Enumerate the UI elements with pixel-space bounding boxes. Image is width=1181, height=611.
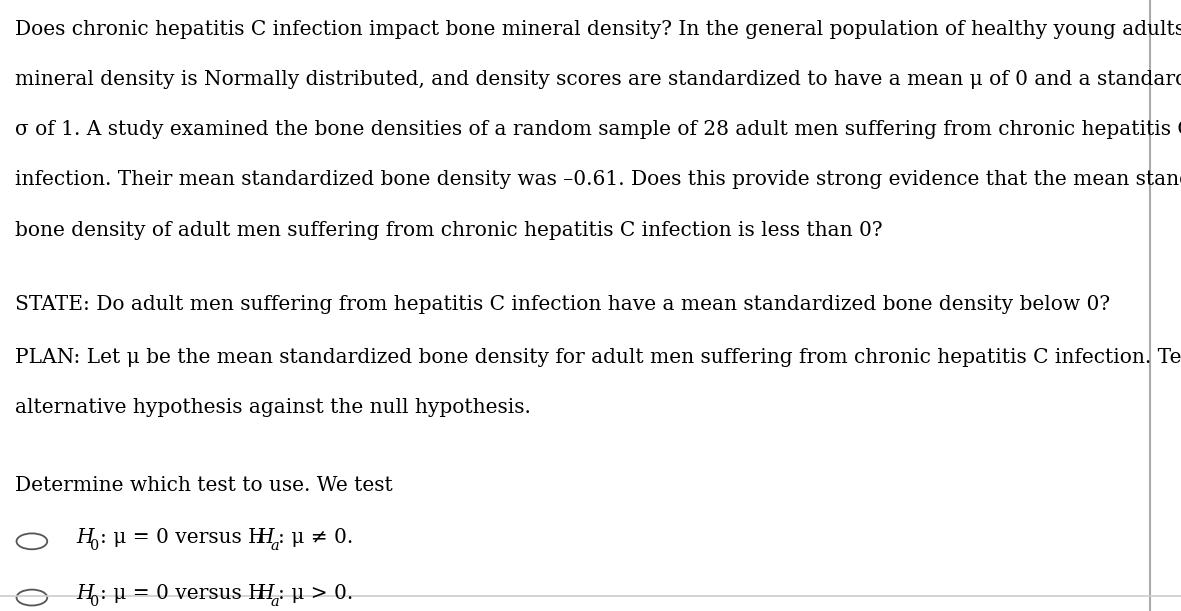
Text: H: H <box>256 528 274 547</box>
Text: a: a <box>270 539 279 553</box>
Text: Does chronic hepatitis C infection impact bone mineral density? In the general p: Does chronic hepatitis C infection impac… <box>15 20 1181 39</box>
Text: bone density of adult men suffering from chronic hepatitis C infection is less t: bone density of adult men suffering from… <box>15 221 883 240</box>
Text: PLAN: Let μ be the mean standardized bone density for adult men suffering from c: PLAN: Let μ be the mean standardized bon… <box>15 348 1181 367</box>
Text: : μ = 0 versus H: : μ = 0 versus H <box>99 528 266 547</box>
Text: alternative hypothesis against the null hypothesis.: alternative hypothesis against the null … <box>15 398 531 417</box>
Text: : μ ≠ 0.: : μ ≠ 0. <box>279 528 354 547</box>
Text: H: H <box>77 528 94 547</box>
Text: H: H <box>77 584 94 603</box>
Text: H: H <box>256 584 274 603</box>
Text: STATE: Do adult men suffering from hepatitis C infection have a mean standardize: STATE: Do adult men suffering from hepat… <box>15 295 1110 314</box>
Text: mineral density is Normally distributed, and density scores are standardized to : mineral density is Normally distributed,… <box>15 70 1181 89</box>
Text: 0: 0 <box>90 595 99 609</box>
Text: Determine which test to use. We test: Determine which test to use. We test <box>15 476 393 495</box>
Text: a: a <box>270 595 279 609</box>
Text: σ of 1. A study examined the bone densities of a random sample of 28 adult men s: σ of 1. A study examined the bone densit… <box>15 120 1181 139</box>
Text: : μ = 0 versus H: : μ = 0 versus H <box>99 584 266 603</box>
Text: : μ > 0.: : μ > 0. <box>279 584 354 603</box>
Text: 0: 0 <box>90 539 99 553</box>
Text: infection. Their mean standardized bone density was –0.61. Does this provide str: infection. Their mean standardized bone … <box>15 170 1181 189</box>
